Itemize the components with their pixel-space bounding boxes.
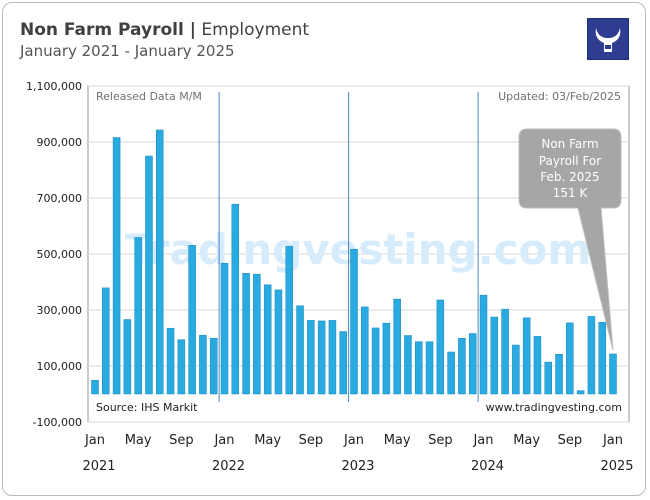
bar (512, 344, 520, 395)
released-data-note: Released Data M/M (96, 90, 202, 103)
bar (576, 390, 585, 395)
bar (587, 316, 596, 395)
callout-line-2: Payroll For (539, 154, 601, 168)
bar (307, 320, 315, 395)
chart-title: Non Farm Payroll | Employment (20, 20, 309, 40)
year-label: 2022 (212, 459, 245, 474)
bar (598, 322, 606, 395)
title-rest: Employment (195, 20, 310, 40)
bar (91, 380, 99, 395)
bar (123, 319, 132, 395)
bar (220, 262, 229, 395)
bull-horns-icon (595, 28, 621, 52)
bar (371, 327, 380, 395)
bar (102, 287, 110, 395)
bar (555, 353, 563, 395)
bar (468, 333, 477, 395)
x-tick-label: May (513, 433, 540, 448)
bar (458, 338, 466, 395)
bar (404, 335, 412, 395)
watermark-text: Tradingvesting.com (125, 225, 591, 274)
bar (447, 351, 455, 395)
x-tick-label: Jan (602, 433, 623, 448)
year-label: 2025 (600, 459, 633, 474)
bar (263, 284, 272, 395)
x-tick-label: May (125, 433, 152, 448)
bar (436, 299, 445, 395)
bar (188, 245, 196, 395)
bar (544, 361, 552, 395)
bar (490, 316, 499, 395)
year-label: 2023 (341, 459, 374, 474)
bar (479, 294, 488, 395)
bar (253, 273, 261, 395)
y-tick-label: 700,000 (37, 192, 83, 205)
bar (533, 336, 542, 395)
bar (242, 273, 250, 395)
bar (609, 353, 617, 395)
latest-value-callout: Non Farm Payroll For Feb. 2025 151 K (518, 128, 622, 351)
x-tick-label: May (254, 433, 281, 448)
x-tick-label: Sep (299, 433, 324, 448)
updated-note: Updated: 03/Feb/2025 (498, 90, 621, 103)
bar (156, 129, 164, 395)
year-label: 2024 (471, 459, 504, 474)
bar (425, 341, 434, 395)
y-tick-label: 300,000 (37, 304, 83, 317)
x-tick-label: Jan (84, 433, 105, 448)
x-tick-label: Sep (169, 433, 194, 448)
bar (415, 341, 423, 395)
bar (166, 327, 175, 395)
x-tick-label: Sep (428, 433, 453, 448)
y-tick-label: 1,100,000 (26, 80, 82, 93)
bar (317, 320, 326, 395)
bar (274, 289, 283, 395)
callout-line-4: 151 K (553, 186, 589, 200)
year-label: 2021 (82, 459, 115, 474)
bar (199, 334, 207, 395)
x-tick-label: May (384, 433, 411, 448)
bar (231, 203, 240, 395)
bar (339, 331, 347, 395)
x-tick-label: Jan (472, 433, 493, 448)
bar (393, 298, 401, 395)
bar (145, 155, 153, 395)
bar (501, 308, 509, 395)
bar (350, 248, 358, 395)
callout-line-3: Feb. 2025 (540, 170, 599, 184)
bar (177, 339, 186, 395)
source-note: Source: IHS Markit (96, 401, 198, 414)
bar (566, 322, 574, 395)
y-tick-label: 500,000 (37, 248, 83, 261)
brand-logo (587, 18, 629, 60)
bar (285, 245, 293, 395)
callout-line-1: Non Farm (541, 137, 598, 151)
bar (522, 317, 531, 395)
chart-subtitle: January 2021 - January 2025 (20, 42, 235, 60)
bar (328, 320, 337, 395)
bar (361, 306, 369, 395)
bar (134, 237, 142, 395)
bar (112, 137, 121, 395)
y-tick-label: 900,000 (37, 136, 83, 149)
bar (382, 322, 391, 395)
y-tick-label: -100,000 (33, 416, 82, 429)
bar (209, 338, 218, 395)
x-tick-label: Jan (213, 433, 234, 448)
website-note: www.tradingvesting.com (486, 401, 622, 414)
bar (296, 305, 304, 395)
y-tick-label: 100,000 (37, 360, 83, 373)
x-tick-label: Sep (558, 433, 583, 448)
x-tick-label: Jan (343, 433, 364, 448)
title-bold: Non Farm Payroll | (20, 20, 196, 40)
